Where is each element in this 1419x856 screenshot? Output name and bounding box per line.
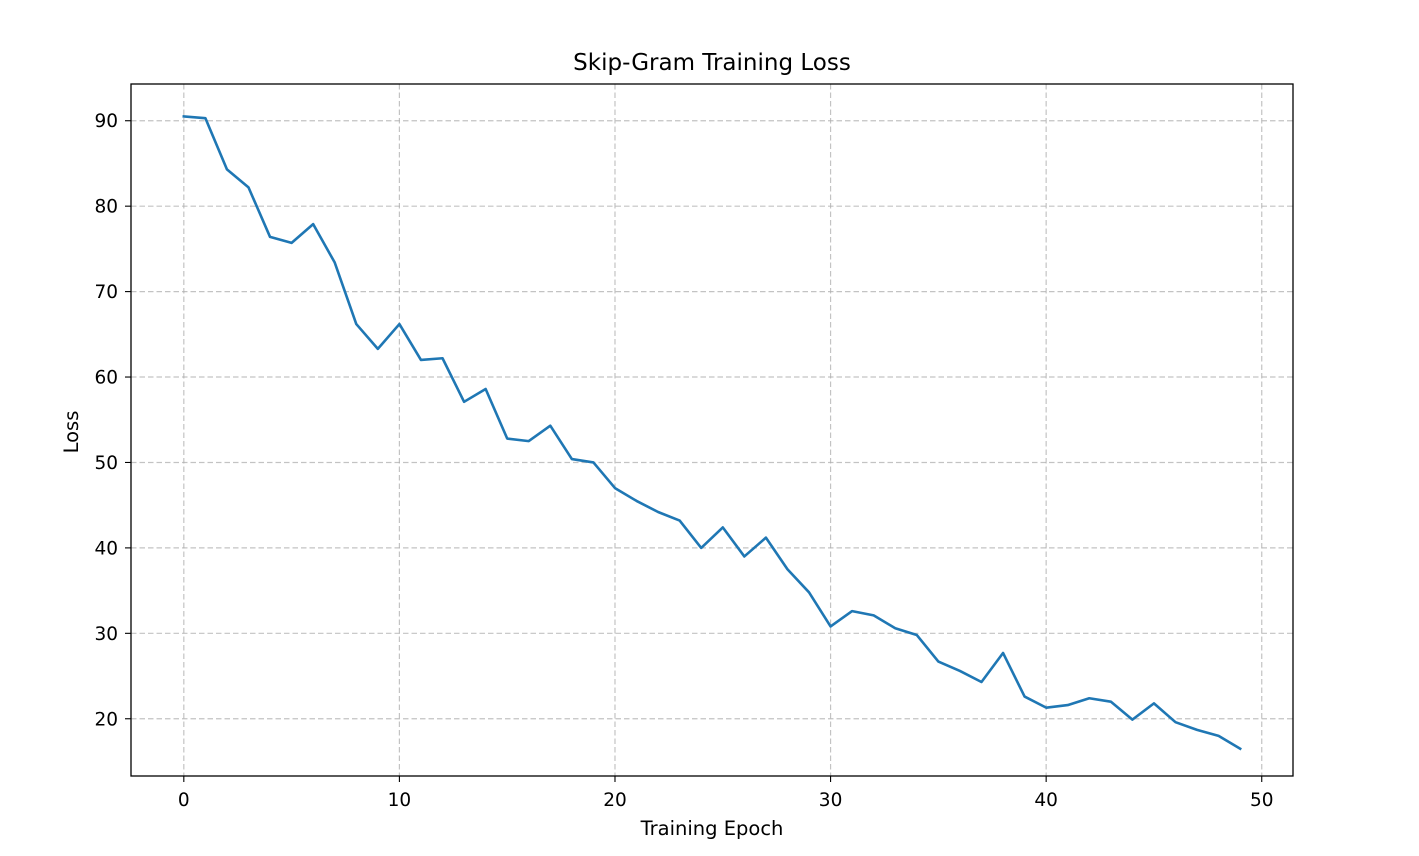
data-point: [1216, 733, 1222, 739]
data-point: [310, 221, 316, 227]
ticks: 0 10 20 30 40 50 20 30 40 50 60 70 80 90: [94, 111, 1273, 811]
data-point: [677, 518, 683, 524]
axes-frame: [130, 83, 1294, 777]
data-point: [892, 625, 898, 631]
data-point: [267, 234, 273, 240]
data-point: [418, 357, 424, 363]
data-point: [1129, 717, 1135, 723]
data-point: [461, 399, 467, 405]
data-point: [504, 436, 510, 442]
grid: [131, 84, 1293, 776]
chart-title: Skip-Gram Training Loss: [573, 50, 851, 76]
data-point: [1173, 719, 1179, 725]
data-point: [353, 321, 359, 327]
data-point: [1194, 727, 1200, 733]
y-tick-label: 80: [94, 197, 118, 218]
data-point: [634, 498, 640, 504]
data-point: [1151, 700, 1157, 706]
x-tick-label: 0: [178, 790, 190, 811]
data-point: [720, 524, 726, 530]
data-point: [935, 659, 941, 665]
data-point: [763, 535, 769, 541]
data-point: [1108, 699, 1114, 705]
x-axis-label: Training Epoch: [640, 817, 784, 840]
data-point: [741, 553, 747, 559]
y-tick-label: 70: [94, 282, 118, 303]
data-point: [202, 115, 208, 121]
x-tick-label: 30: [819, 790, 843, 811]
y-tick-label: 90: [94, 111, 118, 132]
data-point: [1000, 650, 1006, 656]
data-point: [224, 166, 230, 172]
data-point: [914, 632, 920, 638]
data-point: [245, 184, 251, 190]
x-tick-label: 40: [1034, 790, 1058, 811]
data-point: [483, 386, 489, 392]
data-point: [1043, 705, 1049, 711]
data-point: [1022, 694, 1028, 700]
x-tick-label: 20: [603, 790, 627, 811]
data-point: [828, 623, 834, 629]
y-tick-label: 30: [94, 624, 118, 645]
data-point: [375, 346, 381, 352]
data-point: [612, 485, 618, 491]
data-point: [806, 589, 812, 595]
y-tick-label: 60: [94, 368, 118, 389]
data-point: [1086, 695, 1092, 701]
data-point: [569, 456, 575, 462]
data-point: [396, 321, 402, 327]
data-point: [784, 566, 790, 572]
y-tick-label: 20: [94, 709, 118, 730]
y-tick-label: 40: [94, 538, 118, 559]
series-layer: [181, 113, 1243, 752]
data-point: [440, 355, 446, 361]
data-point: [289, 240, 295, 246]
data-point: [547, 423, 553, 429]
data-point: [655, 509, 661, 515]
data-point: [590, 459, 596, 465]
x-tick-label: 10: [388, 790, 412, 811]
data-point: [1065, 702, 1071, 708]
data-point: [957, 668, 963, 674]
data-point: [698, 545, 704, 551]
data-point: [871, 612, 877, 618]
loss-series-line: [182, 115, 1242, 751]
data-point: [526, 438, 532, 444]
y-axis-label: Loss: [60, 411, 83, 454]
data-point: [332, 260, 338, 266]
data-point: [978, 679, 984, 685]
data-point: [1237, 746, 1243, 752]
x-tick-label: 50: [1250, 790, 1274, 811]
data-point: [849, 608, 855, 614]
data-point: [181, 113, 187, 119]
y-tick-label: 50: [94, 453, 118, 474]
